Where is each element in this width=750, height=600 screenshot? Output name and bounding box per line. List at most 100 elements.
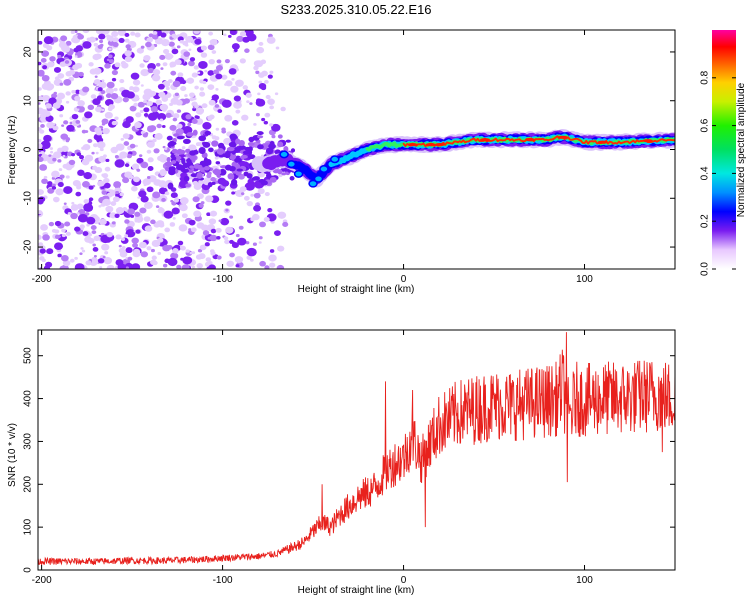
noise-speckle <box>166 157 171 163</box>
noise-speckle <box>88 62 94 67</box>
noise-speckle <box>182 256 193 265</box>
noise-speckle <box>196 172 203 179</box>
noise-speckle <box>118 244 122 248</box>
noise-speckle <box>191 251 196 255</box>
noise-speckle <box>196 222 205 229</box>
noise-speckle <box>146 141 155 148</box>
noise-speckle <box>135 112 142 118</box>
y-tick-label: 500 <box>23 347 34 364</box>
y-tick-label: 0 <box>23 146 34 152</box>
noise-speckle <box>192 150 199 155</box>
noise-speckle <box>48 221 55 227</box>
noise-speckle <box>277 141 284 148</box>
noise-speckle <box>122 97 129 103</box>
noise-speckle <box>104 251 109 255</box>
noise-speckle <box>264 191 270 197</box>
noise-speckle <box>43 36 54 45</box>
noise-speckle <box>271 123 281 132</box>
noise-speckle <box>79 224 85 229</box>
noise-speckle <box>124 219 130 224</box>
noise-speckle <box>52 196 60 203</box>
noise-speckle <box>210 228 217 234</box>
noise-speckle <box>251 176 258 181</box>
noise-speckle <box>85 260 92 266</box>
noise-speckle <box>56 92 66 100</box>
noise-speckle <box>138 154 143 158</box>
noise-speckle <box>193 210 202 218</box>
noise-speckle <box>124 56 133 63</box>
noise-speckle <box>245 241 250 245</box>
noise-speckle <box>189 57 196 62</box>
noise-speckle <box>169 102 174 107</box>
noise-speckle <box>65 139 70 143</box>
noise-speckle <box>181 79 187 85</box>
noise-speckle <box>224 59 230 64</box>
noise-speckle <box>264 112 271 118</box>
noise-speckle <box>38 234 42 240</box>
noise-speckle <box>238 145 246 150</box>
noise-speckle <box>51 93 58 99</box>
noise-speckle <box>221 99 232 108</box>
noise-speckle <box>42 234 50 241</box>
noise-speckle <box>41 258 46 263</box>
noise-speckle <box>188 219 196 226</box>
noise-speckle <box>78 71 84 77</box>
noise-speckle <box>166 135 173 141</box>
noise-speckle <box>40 124 45 128</box>
noise-speckle <box>57 182 64 188</box>
noise-speckle <box>269 176 277 183</box>
noise-speckle <box>155 62 161 67</box>
noise-speckle <box>226 260 235 267</box>
noise-speckle <box>143 107 150 113</box>
snr-x-axis: -200 -100 0 100 <box>32 330 593 586</box>
ridge-blob <box>279 150 289 159</box>
noise-speckle <box>80 247 84 250</box>
noise-speckle <box>224 239 230 245</box>
noise-speckle <box>172 217 176 220</box>
noise-speckle <box>181 157 186 165</box>
noise-speckle <box>60 35 68 42</box>
noise-speckle <box>160 67 164 70</box>
noise-speckle <box>117 263 127 269</box>
noise-speckle <box>195 115 200 120</box>
noise-speckle <box>163 48 170 55</box>
noise-speckle <box>115 234 122 240</box>
noise-speckle <box>81 159 90 166</box>
noise-speckle <box>225 208 229 212</box>
noise-speckle <box>207 84 215 91</box>
noise-speckle <box>163 210 174 219</box>
noise-speckle <box>74 30 78 34</box>
y-tick-label: 400 <box>23 390 34 407</box>
noise-speckle <box>105 158 110 163</box>
noise-speckle <box>158 206 163 211</box>
noise-speckle <box>88 197 94 202</box>
noise-speckle <box>228 68 237 75</box>
noise-speckle <box>191 118 198 124</box>
noise-speckle <box>256 46 265 54</box>
noise-speckle <box>188 144 197 152</box>
noise-speckle <box>68 159 76 166</box>
noise-speckle <box>117 30 127 37</box>
noise-speckle <box>135 229 141 234</box>
y-tick-label: 300 <box>23 433 34 450</box>
noise-speckle <box>263 120 269 125</box>
noise-speckle <box>285 139 291 143</box>
noise-speckle <box>76 182 82 187</box>
noise-speckle <box>173 133 180 137</box>
noise-speckle <box>112 196 120 203</box>
noise-speckle <box>125 44 131 49</box>
noise-speckle <box>102 198 111 207</box>
noise-speckle <box>129 105 137 112</box>
noise-speckle <box>269 249 275 253</box>
noise-speckle <box>224 83 228 86</box>
noise-speckle <box>133 176 140 183</box>
noise-speckle <box>207 236 211 240</box>
noise-speckle <box>143 54 151 62</box>
noise-speckle <box>75 119 81 124</box>
ridge-blob <box>308 179 318 188</box>
noise-speckle <box>238 173 245 180</box>
noise-speckle <box>164 161 173 167</box>
noise-speckle <box>155 99 162 105</box>
noise-speckle <box>88 185 94 190</box>
noise-speckle <box>234 163 241 170</box>
